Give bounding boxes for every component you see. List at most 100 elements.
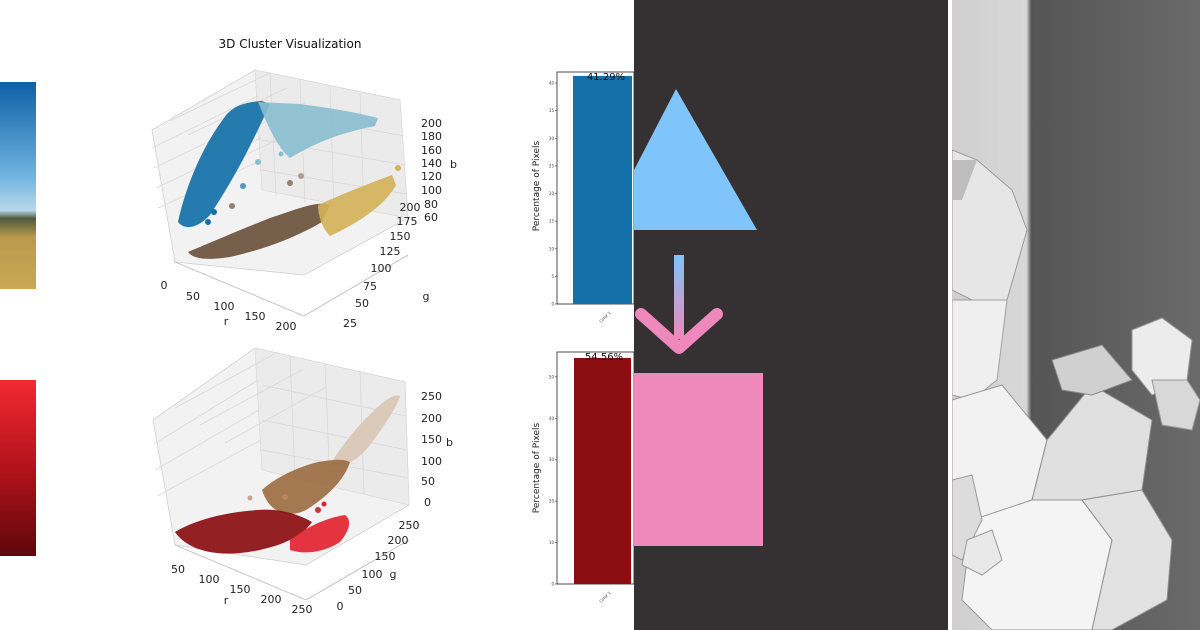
top-x-axis-label: r bbox=[224, 315, 229, 328]
triangle-shape bbox=[634, 89, 757, 230]
landscape-thumbnail bbox=[0, 82, 36, 289]
bar-y-tick: 20 bbox=[549, 191, 555, 196]
bar-y-tick: 10 bbox=[549, 246, 555, 251]
svg-text:100: 100 bbox=[362, 568, 383, 581]
bar-y-axis-label: Percentage of Pixels bbox=[532, 422, 542, 513]
svg-text:150: 150 bbox=[421, 433, 442, 446]
red-thumbnail bbox=[0, 380, 36, 556]
down-arrow-icon bbox=[635, 308, 723, 354]
bar-y-tick: 0 bbox=[551, 302, 554, 307]
chart-title: 3D Cluster Visualization bbox=[219, 37, 362, 51]
bar-y-ticks: 0 5 10 15 20 25 30 35 40 bbox=[549, 81, 557, 307]
bottom-scatter-points bbox=[175, 395, 400, 554]
svg-text:50: 50 bbox=[421, 475, 435, 488]
bar-x-tick: Color 1 bbox=[598, 590, 612, 604]
svg-text:100: 100 bbox=[371, 262, 392, 275]
svg-text:200: 200 bbox=[421, 412, 442, 425]
geometric-shapes-image bbox=[952, 0, 1200, 630]
svg-text:120: 120 bbox=[421, 170, 442, 183]
svg-text:140: 140 bbox=[421, 157, 442, 170]
svg-text:50: 50 bbox=[171, 563, 185, 576]
cluster-dark-red bbox=[175, 509, 312, 554]
bottom-x-ticks: 50 100 150 200 250 bbox=[171, 563, 313, 616]
svg-text:125: 125 bbox=[380, 245, 401, 258]
cluster-mustard bbox=[318, 175, 396, 236]
bar-y-tick: 5 bbox=[551, 274, 554, 279]
top-bar-chart: 41.29% Percentage of Pixels 0 5 10 15 20 25 30… bbox=[532, 71, 634, 324]
divider bbox=[948, 0, 952, 630]
cluster-tan-brown bbox=[262, 459, 350, 514]
svg-text:150: 150 bbox=[375, 550, 396, 563]
bottom-bar-chart: 54.56% Percentage of Pixels 01020304050 … bbox=[532, 351, 634, 604]
cluster-brown bbox=[188, 203, 330, 259]
top-y-axis-label: g bbox=[423, 290, 430, 303]
bar-y-tick: 25 bbox=[549, 163, 555, 168]
top-scatter-points bbox=[178, 101, 401, 259]
bar-y-tick: 40 bbox=[549, 416, 555, 421]
figure-canvas: 3D Cluster Visualization bbox=[0, 37, 634, 616]
bar-y-ticks: 0 10 20 30 40 50 bbox=[549, 374, 557, 587]
svg-text:100: 100 bbox=[421, 184, 442, 197]
bottom-z-axis-label: b bbox=[446, 436, 453, 449]
bar-value-label: 54.56% bbox=[585, 352, 623, 363]
bar-y-axis-label: Percentage of Pixels bbox=[532, 140, 542, 231]
bottom-z-ticks: 0 50 100 150 200 250 bbox=[421, 390, 442, 509]
bar-color-1 bbox=[574, 357, 631, 584]
svg-text:150: 150 bbox=[390, 230, 411, 243]
svg-text:200: 200 bbox=[276, 320, 297, 333]
svg-text:200: 200 bbox=[400, 201, 421, 214]
svg-text:200: 200 bbox=[261, 593, 282, 606]
bar-y-tick: 0 bbox=[551, 582, 554, 587]
svg-text:250: 250 bbox=[292, 603, 313, 616]
bottom-y-axis-label: g bbox=[390, 568, 397, 581]
svg-text:250: 250 bbox=[399, 519, 420, 532]
bottom-y-ticks: 0 50 100 150 200 250 bbox=[337, 519, 420, 613]
svg-text:0: 0 bbox=[424, 496, 431, 509]
bottom-3d-axes bbox=[152, 347, 410, 601]
bar-x-tick: Color 1 bbox=[598, 310, 612, 324]
cluster-bright-red bbox=[290, 515, 350, 553]
cluster-teal-blue bbox=[178, 101, 270, 228]
svg-text:0: 0 bbox=[337, 600, 344, 613]
down-arrow-shaft bbox=[674, 255, 684, 339]
bar-y-tick: 10 bbox=[549, 540, 555, 545]
bar-color-1 bbox=[573, 75, 632, 304]
bar-y-tick: 50 bbox=[549, 374, 555, 379]
top-z-ticks: 60 80 100 120 140 160 180 200 bbox=[421, 117, 442, 224]
svg-text:100: 100 bbox=[199, 573, 220, 586]
svg-text:50: 50 bbox=[186, 290, 200, 303]
top-x-ticks: 0 50 100 150 200 bbox=[161, 279, 297, 333]
svg-text:80: 80 bbox=[424, 198, 438, 211]
bar-y-tick: 20 bbox=[549, 499, 555, 504]
svg-text:180: 180 bbox=[421, 130, 442, 143]
bar-y-tick: 30 bbox=[549, 457, 555, 462]
transform-diagram-panel bbox=[634, 0, 948, 630]
svg-text:150: 150 bbox=[245, 310, 266, 323]
bar-value-label: 41.29% bbox=[587, 72, 625, 83]
svg-text:200: 200 bbox=[421, 117, 442, 130]
svg-text:25: 25 bbox=[343, 317, 357, 330]
svg-text:0: 0 bbox=[161, 279, 168, 292]
svg-text:175: 175 bbox=[397, 215, 418, 228]
cluster-light-teal bbox=[258, 102, 378, 158]
transform-diagram bbox=[634, 89, 763, 546]
svg-text:100: 100 bbox=[214, 300, 235, 313]
bar-y-tick: 30 bbox=[549, 136, 555, 141]
svg-text:250: 250 bbox=[421, 390, 442, 403]
svg-text:200: 200 bbox=[388, 534, 409, 547]
svg-text:75: 75 bbox=[363, 280, 377, 293]
svg-text:160: 160 bbox=[421, 144, 442, 157]
chart-panel: 3D Cluster Visualization bbox=[0, 37, 634, 616]
svg-text:150: 150 bbox=[230, 583, 251, 596]
bar-y-tick: 40 bbox=[549, 81, 555, 86]
top-z-axis-label: b bbox=[450, 158, 457, 171]
cluster-beige bbox=[330, 395, 400, 466]
bar-y-tick: 15 bbox=[549, 219, 555, 224]
svg-text:60: 60 bbox=[424, 211, 438, 224]
bar-y-tick: 35 bbox=[549, 108, 555, 113]
svg-text:50: 50 bbox=[348, 584, 362, 597]
svg-text:50: 50 bbox=[355, 297, 369, 310]
geometric-shapes-photo bbox=[952, 0, 1200, 630]
square-shape bbox=[634, 373, 763, 546]
top-y-ticks: 25 50 75 100 125 150 175 200 bbox=[343, 201, 421, 330]
